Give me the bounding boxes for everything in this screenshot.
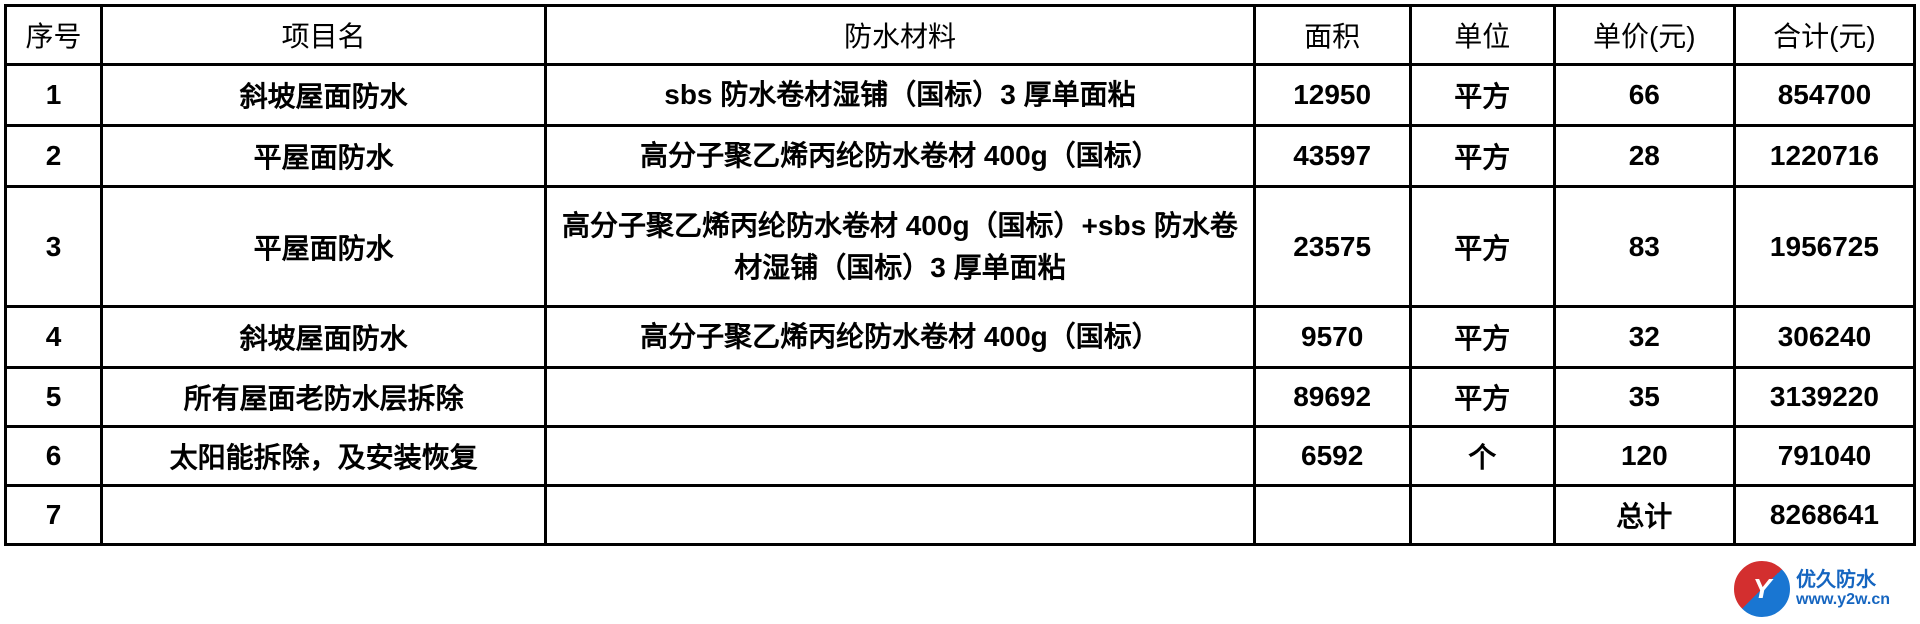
cell-total: 1220716 — [1734, 126, 1914, 187]
header-seq: 序号 — [6, 6, 102, 65]
cell-total: 854700 — [1734, 65, 1914, 126]
cell-project: 平屋面防水 — [102, 126, 546, 187]
cell-area: 12950 — [1254, 65, 1410, 126]
watermark-text: 优久防水 www.y2w.cn — [1796, 569, 1890, 609]
header-unit: 单位 — [1410, 6, 1554, 65]
cell-material: 高分子聚乙烯丙纶防水卷材 400g（国标） — [546, 307, 1254, 368]
cell-grand-total: 8268641 — [1734, 486, 1914, 545]
cell-unit: 个 — [1410, 427, 1554, 486]
header-price: 单价(元) — [1554, 6, 1734, 65]
cell-total: 3139220 — [1734, 368, 1914, 427]
table-row: 6 太阳能拆除，及安装恢复 6592 个 120 791040 — [6, 427, 1915, 486]
cell-area — [1254, 486, 1410, 545]
header-area: 面积 — [1254, 6, 1410, 65]
table-row: 1 斜坡屋面防水 sbs 防水卷材湿铺（国标）3 厚单面粘 12950 平方 6… — [6, 65, 1915, 126]
cell-seq: 2 — [6, 126, 102, 187]
table-row: 4 斜坡屋面防水 高分子聚乙烯丙纶防水卷材 400g（国标） 9570 平方 3… — [6, 307, 1915, 368]
cell-unit: 平方 — [1410, 368, 1554, 427]
cell-project: 所有屋面老防水层拆除 — [102, 368, 546, 427]
cell-unit: 平方 — [1410, 187, 1554, 307]
brand-icon: Y — [1732, 559, 1792, 619]
cell-project: 斜坡屋面防水 — [102, 307, 546, 368]
watermark: Y 优久防水 www.y2w.cn — [1732, 559, 1890, 619]
cell-project: 斜坡屋面防水 — [102, 65, 546, 126]
cell-total: 1956725 — [1734, 187, 1914, 307]
cell-total: 791040 — [1734, 427, 1914, 486]
cell-area: 43597 — [1254, 126, 1410, 187]
cell-price: 66 — [1554, 65, 1734, 126]
cell-seq: 7 — [6, 486, 102, 545]
table-header-row: 序号 项目名 防水材料 面积 单位 单价(元) 合计(元) — [6, 6, 1915, 65]
cell-price: 32 — [1554, 307, 1734, 368]
header-total: 合计(元) — [1734, 6, 1914, 65]
cell-material — [546, 486, 1254, 545]
header-material: 防水材料 — [546, 6, 1254, 65]
cell-material: 高分子聚乙烯丙纶防水卷材 400g（国标） — [546, 126, 1254, 187]
cell-total: 306240 — [1734, 307, 1914, 368]
cell-material — [546, 427, 1254, 486]
cell-seq: 4 — [6, 307, 102, 368]
cell-area: 9570 — [1254, 307, 1410, 368]
cell-project: 太阳能拆除，及安装恢复 — [102, 427, 546, 486]
cell-area: 23575 — [1254, 187, 1410, 307]
cell-seq: 3 — [6, 187, 102, 307]
cell-price: 35 — [1554, 368, 1734, 427]
cell-material: sbs 防水卷材湿铺（国标）3 厚单面粘 — [546, 65, 1254, 126]
brand-icon-letter: Y — [1753, 573, 1772, 605]
brand-name-cn: 优久防水 — [1796, 569, 1890, 591]
brand-url: www.y2w.cn — [1796, 591, 1890, 609]
table-row: 2 平屋面防水 高分子聚乙烯丙纶防水卷材 400g（国标） 43597 平方 2… — [6, 126, 1915, 187]
cell-price: 83 — [1554, 187, 1734, 307]
table-row: 3 平屋面防水 高分子聚乙烯丙纶防水卷材 400g（国标）+sbs 防水卷材湿铺… — [6, 187, 1915, 307]
cell-unit — [1410, 486, 1554, 545]
header-project: 项目名 — [102, 6, 546, 65]
cell-seq: 6 — [6, 427, 102, 486]
cell-seq: 5 — [6, 368, 102, 427]
waterproof-quotation-table: 序号 项目名 防水材料 面积 单位 单价(元) 合计(元) 1 斜坡屋面防水 s… — [4, 4, 1916, 546]
cell-price: 120 — [1554, 427, 1734, 486]
table-row: 5 所有屋面老防水层拆除 89692 平方 35 3139220 — [6, 368, 1915, 427]
cell-project — [102, 486, 546, 545]
cell-unit: 平方 — [1410, 65, 1554, 126]
cell-unit: 平方 — [1410, 307, 1554, 368]
cell-seq: 1 — [6, 65, 102, 126]
cell-area: 89692 — [1254, 368, 1410, 427]
cell-material: 高分子聚乙烯丙纶防水卷材 400g（国标）+sbs 防水卷材湿铺（国标）3 厚单… — [546, 187, 1254, 307]
cell-price: 28 — [1554, 126, 1734, 187]
cell-unit: 平方 — [1410, 126, 1554, 187]
cell-total-label: 总计 — [1554, 486, 1734, 545]
table-row-total: 7 总计 8268641 — [6, 486, 1915, 545]
cell-material — [546, 368, 1254, 427]
cell-area: 6592 — [1254, 427, 1410, 486]
cell-project: 平屋面防水 — [102, 187, 546, 307]
